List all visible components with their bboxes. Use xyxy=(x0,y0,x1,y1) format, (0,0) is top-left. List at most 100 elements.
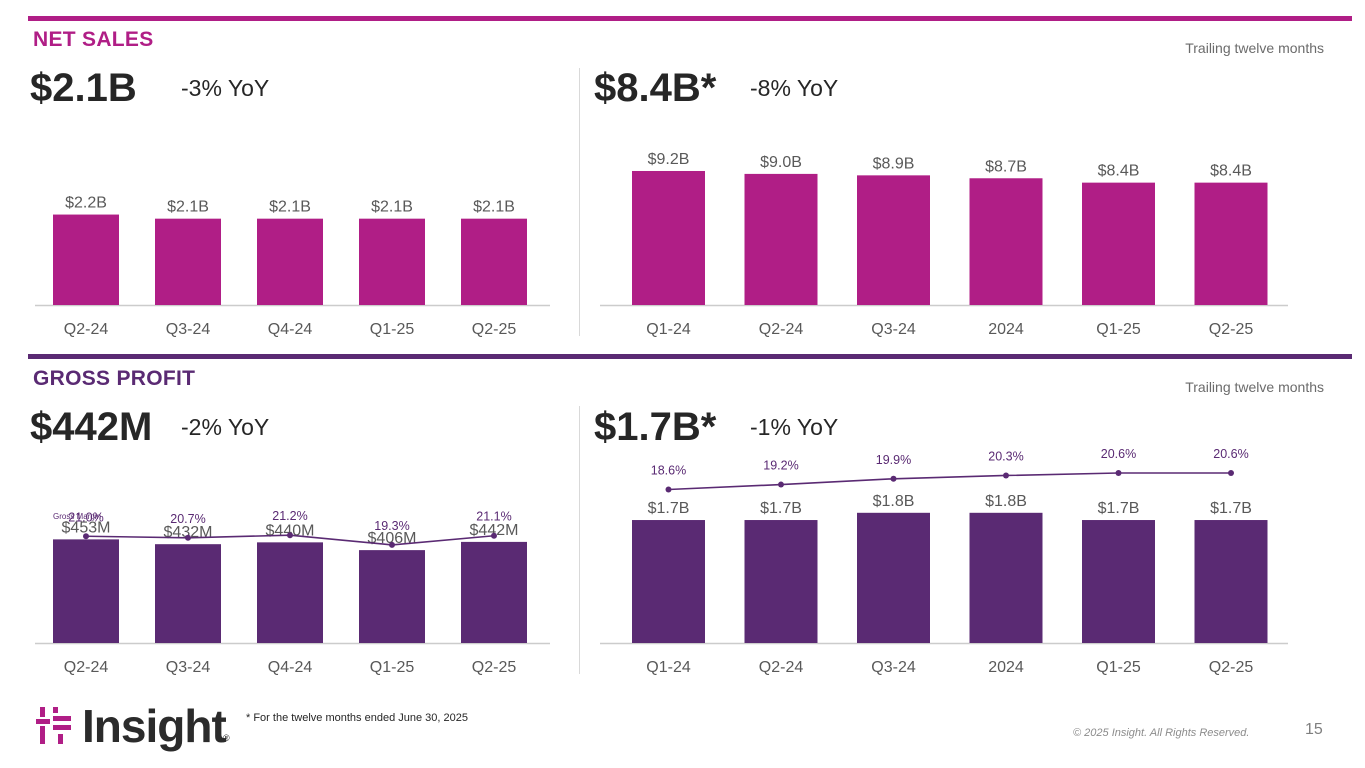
bar-value-label: $9.0B xyxy=(760,154,802,171)
gross-margin-label: 18.6% xyxy=(651,464,686,478)
x-tick-label: Q1-25 xyxy=(1096,659,1141,676)
gross-margin-point xyxy=(778,481,784,488)
x-tick-label: Q2-25 xyxy=(472,659,517,676)
net-sales-quarter-headline: $2.1B xyxy=(30,66,137,110)
net-sales-quarter-yoy: -3% YoY xyxy=(181,75,270,101)
bar-q2-24 xyxy=(53,539,119,643)
bar-q1-24 xyxy=(632,520,705,643)
bar-q1-25 xyxy=(1082,182,1155,305)
bar-q1-25 xyxy=(359,218,425,305)
bar-q4-24 xyxy=(257,542,323,643)
gross-profit-quarter-yoy: -2% YoY xyxy=(181,414,270,440)
gross-profit-divider-bar xyxy=(28,354,1352,359)
gross-margin-label: 20.3% xyxy=(988,449,1023,463)
page-number: 15 xyxy=(1305,721,1323,738)
gross-profit-quarter-headline: $442M xyxy=(30,405,153,449)
x-tick-label: Q1-25 xyxy=(370,659,415,676)
gross-profit-ttm-chart: $1.7B Q1-24 $1.7B Q2-24 $1.8B Q3-24 $1.8B 2024 $… xyxy=(600,447,1288,676)
x-tick-label: Q2-25 xyxy=(1209,659,1254,676)
net-sales-vertical-divider xyxy=(579,68,580,336)
gross-profit-vertical-divider xyxy=(579,406,580,674)
gross-margin-label: 20.6% xyxy=(1213,447,1248,461)
x-tick-label: Q2-24 xyxy=(759,321,804,338)
bar-q2-24 xyxy=(744,173,818,305)
x-tick-label: Q1-25 xyxy=(1096,321,1141,338)
bar-value-label: $453M xyxy=(62,519,111,536)
gross-profit-ttm-headline: $1.7B* xyxy=(594,405,717,449)
gross-margin-label: 21.1% xyxy=(476,510,511,524)
bar-value-label: $2.1B xyxy=(269,199,311,216)
bar-q2-25 xyxy=(1194,520,1268,643)
bar-value-label: $1.8B xyxy=(873,493,915,510)
bar-value-label: $1.7B xyxy=(1210,500,1252,517)
bar-value-label: $9.2B xyxy=(648,151,690,168)
gross-margin-point xyxy=(287,532,293,539)
x-tick-label: Q2-25 xyxy=(1209,321,1254,338)
x-tick-label: 2024 xyxy=(988,659,1024,676)
insight-logo: Insight ® xyxy=(36,700,236,752)
bar-value-label: $1.7B xyxy=(760,500,802,517)
bar-q2-24 xyxy=(744,520,818,643)
bar-value-label: $2.1B xyxy=(371,199,413,216)
gross-margin-legend-label: Gross Margin xyxy=(53,512,102,521)
gross-margin-point xyxy=(389,541,395,548)
bar-q1-25 xyxy=(1082,520,1155,643)
gross-margin-line xyxy=(668,472,1231,491)
gross-margin-point xyxy=(665,486,672,493)
bar-value-label: $2.2B xyxy=(65,195,107,212)
x-tick-label: Q2-24 xyxy=(64,659,109,676)
net-sales-ttm-yoy: -8% YoY xyxy=(750,75,839,101)
bar-value-label: $8.7B xyxy=(985,158,1027,175)
x-tick-label: Q3-24 xyxy=(166,321,211,338)
x-tick-label: Q2-25 xyxy=(472,321,517,338)
bar-value-label: $442M xyxy=(470,522,519,539)
bar-value-label: $8.4B xyxy=(1098,163,1140,180)
bar-q2-25 xyxy=(461,541,527,643)
gross-profit-ttm-label: Trailing twelve months xyxy=(1185,379,1324,395)
bar-value-label: $1.7B xyxy=(648,500,690,517)
gross-profit-title: GROSS PROFIT xyxy=(33,367,196,390)
gross-profit-quarterly-chart: $453MQ2-24$432MQ3-24$440MQ4-24$406MQ1-25… xyxy=(35,509,550,676)
copyright: © 2025 Insight. All Rights Reserved. xyxy=(1073,727,1250,739)
gross-margin-label: 21.0% xyxy=(68,510,103,524)
footnote: * For the twelve months ended June 30, 2… xyxy=(246,712,468,724)
gross-margin-label: 20.6% xyxy=(1101,447,1136,461)
x-tick-label: Q4-24 xyxy=(268,659,313,676)
bar-value-label: $1.8B xyxy=(985,493,1027,510)
insight-logo-wordmark: Insight xyxy=(82,700,227,752)
bar-value-label: $406M xyxy=(368,530,417,547)
gross-margin-label: 20.7% xyxy=(170,512,205,526)
net-sales-ttm-headline: $8.4B* xyxy=(594,66,717,110)
bar-q3-24 xyxy=(155,544,221,643)
net-sales-quarterly-chart: $2.2B Q2-24 $2.1B Q3-24 $2.1B Q4-24 $2.1B Q1-25… xyxy=(35,195,550,338)
x-tick-label: Q2-24 xyxy=(759,659,804,676)
bar-2024 xyxy=(969,178,1043,305)
net-sales-title: NET SALES xyxy=(33,28,154,51)
gross-margin-point xyxy=(1115,470,1122,477)
x-tick-label: Q4-24 xyxy=(268,321,313,338)
bar-value-label: $1.7B xyxy=(1098,500,1140,517)
gross-margin-label: 19.2% xyxy=(763,459,798,473)
gross-margin-point xyxy=(83,533,89,540)
net-sales-divider-bar xyxy=(28,16,1352,21)
gross-margin-label: 21.2% xyxy=(272,509,307,523)
bar-value-label: $8.4B xyxy=(1210,163,1252,180)
x-tick-label: Q3-24 xyxy=(166,659,211,676)
bar-q2-25 xyxy=(1194,182,1268,305)
bar-2024 xyxy=(969,512,1043,643)
x-tick-label: Q2-24 xyxy=(64,321,109,338)
x-tick-label: Q3-24 xyxy=(871,321,916,338)
bar-q2-25 xyxy=(461,218,527,305)
gross-margin-point xyxy=(1228,470,1234,477)
gross-margin-point xyxy=(491,532,497,539)
net-sales-ttm-chart: $9.2B Q1-24 $9.0B Q2-24 $8.9B Q3-24 $8.7B 2024 $… xyxy=(600,151,1288,338)
insight-logo-registered: ® xyxy=(223,733,230,743)
bar-value-label: $2.1B xyxy=(473,199,515,216)
net-sales-ttm-label: Trailing twelve months xyxy=(1185,40,1324,56)
bar-q3-24 xyxy=(857,512,930,643)
bar-q4-24 xyxy=(257,218,323,305)
gross-profit-ttm-yoy: -1% YoY xyxy=(750,414,839,440)
insight-logo-mark-icon xyxy=(36,707,71,744)
gross-margin-point xyxy=(1003,472,1009,479)
bar-q2-24 xyxy=(53,214,119,305)
